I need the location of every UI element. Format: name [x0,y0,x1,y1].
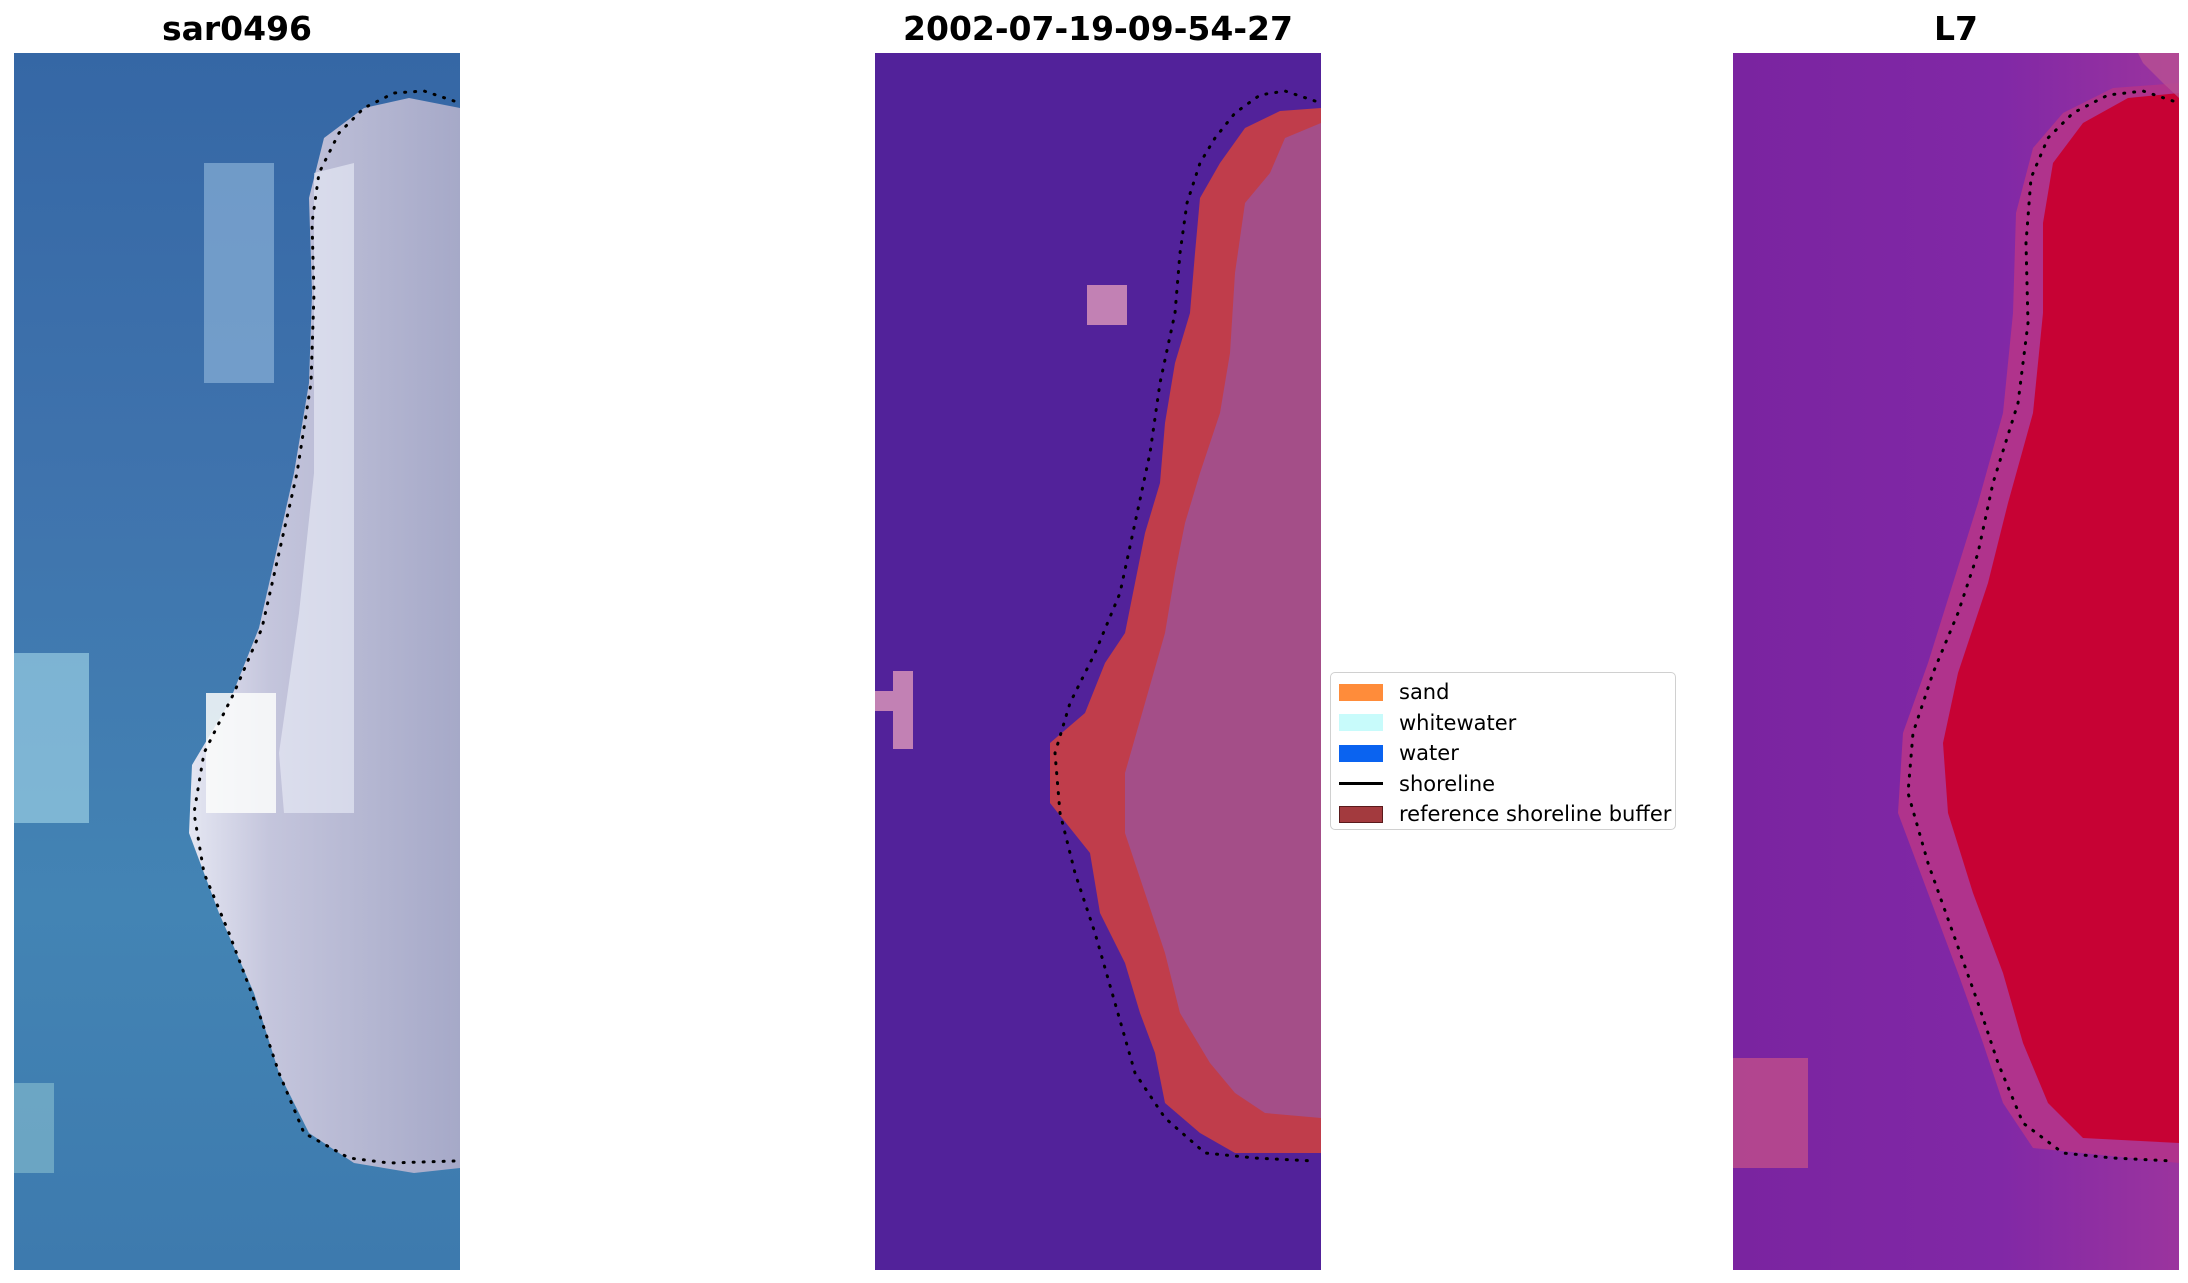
index-shoreline [1906,89,2175,1163]
rgb-bright-beach [279,163,354,813]
index-land [1943,93,2179,1143]
legend-item-sand: sand [1339,677,1667,708]
classified-image [875,53,1321,1270]
sand-swatch [1339,683,1383,701]
legend-item-reference-buffer: reference shoreline buffer [1339,799,1671,830]
rgb-shallow-patch-3 [14,1083,54,1173]
classified-image-panel [875,53,1321,1270]
water-swatch [1339,744,1383,762]
rgb-shoreline [192,89,456,1165]
legend-label-sand: sand [1399,680,1450,705]
legend-label-whitewater: whitewater [1399,710,1517,735]
index-top-corner [2138,53,2179,98]
panel-title-classified: 2002-07-19-09-54-27 [903,9,1293,48]
legend-item-water: water [1339,738,1667,769]
legend-item-whitewater: whitewater [1339,708,1667,739]
legend-label-reference-buffer: reference shoreline buffer [1399,802,1672,827]
shoreline-swatch [1339,782,1383,786]
classified-shoreline [1053,89,1317,1163]
rgb-image [14,53,460,1270]
index-image-panel [1733,53,2179,1270]
legend-label-shoreline: shoreline [1399,771,1496,796]
rgb-whitewater-patch [206,693,276,813]
panel-title-rgb: sar0496 [161,9,313,48]
rgb-shallow-patch-2 [14,653,89,823]
rgb-image-panel [14,53,460,1270]
classified-edge-pixels [893,671,913,749]
legend: sand whitewater water shoreline referenc… [1330,672,1676,830]
whitewater-swatch [1339,714,1383,732]
classified-land [1125,123,1321,1118]
legend-item-shoreline: shoreline [1339,769,1667,800]
classified-edge-pixel-2 [875,691,895,711]
classified-isolated-pixel [1087,285,1127,325]
index-corner-patch [1733,1058,1808,1168]
legend-label-water: water [1399,741,1459,766]
index-image [1733,53,2179,1270]
reference-buffer-swatch [1339,805,1383,823]
rgb-shallow-patch [204,163,274,383]
panel-title-index: L7 [1934,9,1978,48]
